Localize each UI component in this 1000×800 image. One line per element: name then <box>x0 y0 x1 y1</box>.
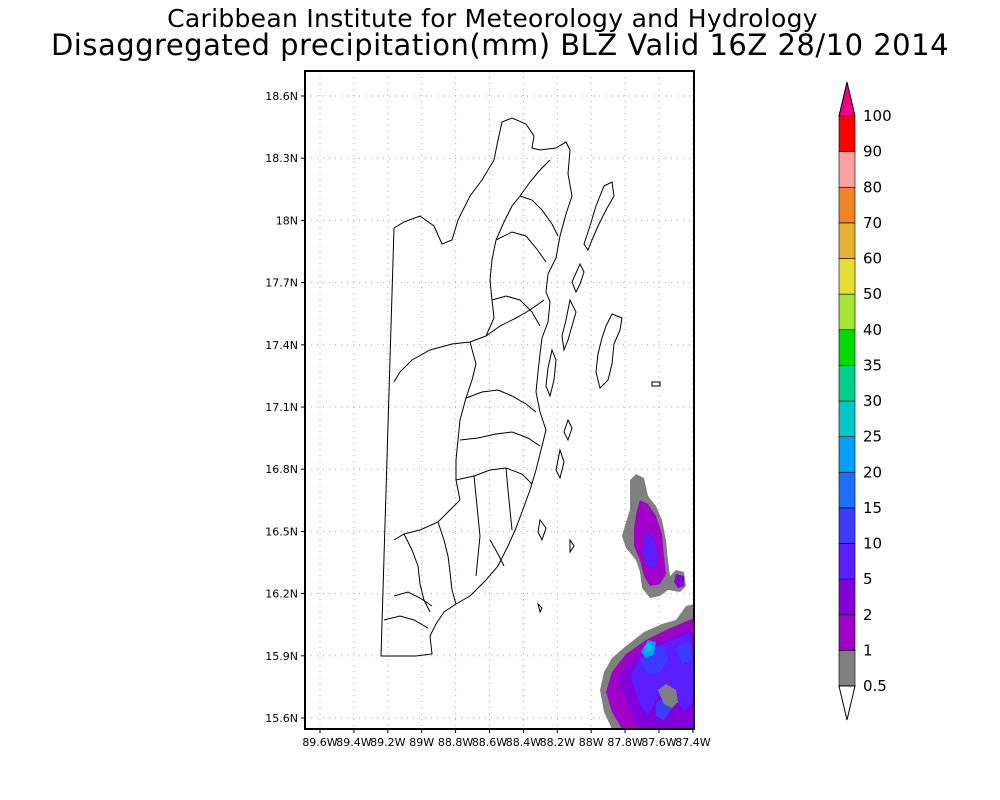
lon-tick-label: 89W <box>409 736 434 749</box>
lat-tick-label: 16.8N <box>265 463 298 476</box>
lon-tick-label: 88W <box>579 736 604 749</box>
lat-tick-label: 16.5N <box>265 525 298 538</box>
colorbar-label: 35 <box>863 356 882 374</box>
colorbar-max-arrow <box>838 81 856 117</box>
colorbar-label: 70 <box>863 214 882 232</box>
colorbar-swatch <box>838 329 856 366</box>
colorbar-label: 15 <box>863 499 882 517</box>
lon-tick-label: 87.4W <box>675 736 710 749</box>
precip-area-cyan <box>644 642 652 652</box>
colorbar-label: 25 <box>863 428 882 446</box>
lat-axis: 18.6N 18.3N 18N 17.7N 17.4N 17.1N 16.8N 16.5N 16… <box>265 90 305 725</box>
lat-tick-label: 17.4N <box>265 339 298 352</box>
colorbar-swatch <box>838 650 856 687</box>
lat-tick-label: 18N <box>276 214 298 227</box>
colorbar-label: 100 <box>863 107 892 125</box>
map-area <box>305 71 694 729</box>
lat-tick-label: 15.6N <box>265 712 298 725</box>
colorbar-label: 10 <box>863 535 882 553</box>
lon-tick-label: 87.8W <box>607 736 642 749</box>
colorbar-swatch <box>838 578 856 616</box>
country-outline <box>380 117 573 657</box>
colorbar-swatch <box>838 115 856 152</box>
precipitation-field <box>600 474 694 729</box>
colorbar-swatch <box>838 293 856 331</box>
map-frame <box>304 70 695 730</box>
lat-tick-label: 15.9N <box>265 650 298 663</box>
islands <box>537 181 661 614</box>
colorbar-label: 30 <box>863 392 882 410</box>
colorbar-label: 60 <box>863 250 882 268</box>
colorbar-label: 50 <box>863 285 882 303</box>
lon-tick-label: 89.4W <box>336 736 371 749</box>
colorbar-swatch <box>838 400 856 437</box>
colorbar-min-arrow <box>838 685 856 721</box>
colorbar-swatch <box>838 222 856 259</box>
chart-subtitle: Disaggregated precipitation(mm) BLZ Vali… <box>50 28 950 62</box>
colorbar-label: 40 <box>863 321 882 339</box>
lon-tick-label: 87.6W <box>641 736 676 749</box>
lon-tick-label: 89.2W <box>370 736 405 749</box>
colorbar-swatch <box>838 436 856 473</box>
colorbar-swatch <box>838 543 856 580</box>
colorbar-label: 0.5 <box>863 677 887 695</box>
colorbar-label: 20 <box>863 463 882 481</box>
colorbar-swatch <box>838 614 856 651</box>
precip-area-violet <box>674 574 684 588</box>
lat-tick-label: 16.2N <box>265 588 298 601</box>
precip-area-blue <box>642 530 658 568</box>
lon-tick-label: 89.6W <box>302 736 337 749</box>
precip-area-blue2 <box>640 640 692 720</box>
colorbar-label: 5 <box>863 570 873 588</box>
colorbar-swatch <box>838 507 856 544</box>
colorbar-swatch <box>838 151 856 188</box>
lon-tick-label: 88.6W <box>472 736 507 749</box>
lat-tick-label: 18.6N <box>265 90 298 103</box>
colorbar-label: 80 <box>863 178 882 196</box>
lon-tick-label: 88.8W <box>438 736 473 749</box>
lat-tick-label: 18.3N <box>265 152 298 165</box>
colorbar-label: 2 <box>863 606 873 624</box>
colorbar-swatch <box>838 365 856 402</box>
colorbar-swatch <box>838 258 856 295</box>
colorbar-swatch <box>838 471 856 509</box>
lat-tick-label: 17.7N <box>265 277 298 290</box>
precip-area-gray-hole <box>658 684 678 708</box>
colorbar-swatch <box>838 186 856 224</box>
colorbar-label: 1 <box>863 641 873 659</box>
lon-tick-label: 88.2W <box>540 736 575 749</box>
lon-tick-label: 88.4W <box>506 736 541 749</box>
colorbar-label: 90 <box>863 143 882 161</box>
chart-title: Caribbean Institute for Meteorology and … <box>167 4 818 33</box>
lat-tick-label: 17.1N <box>265 401 298 414</box>
